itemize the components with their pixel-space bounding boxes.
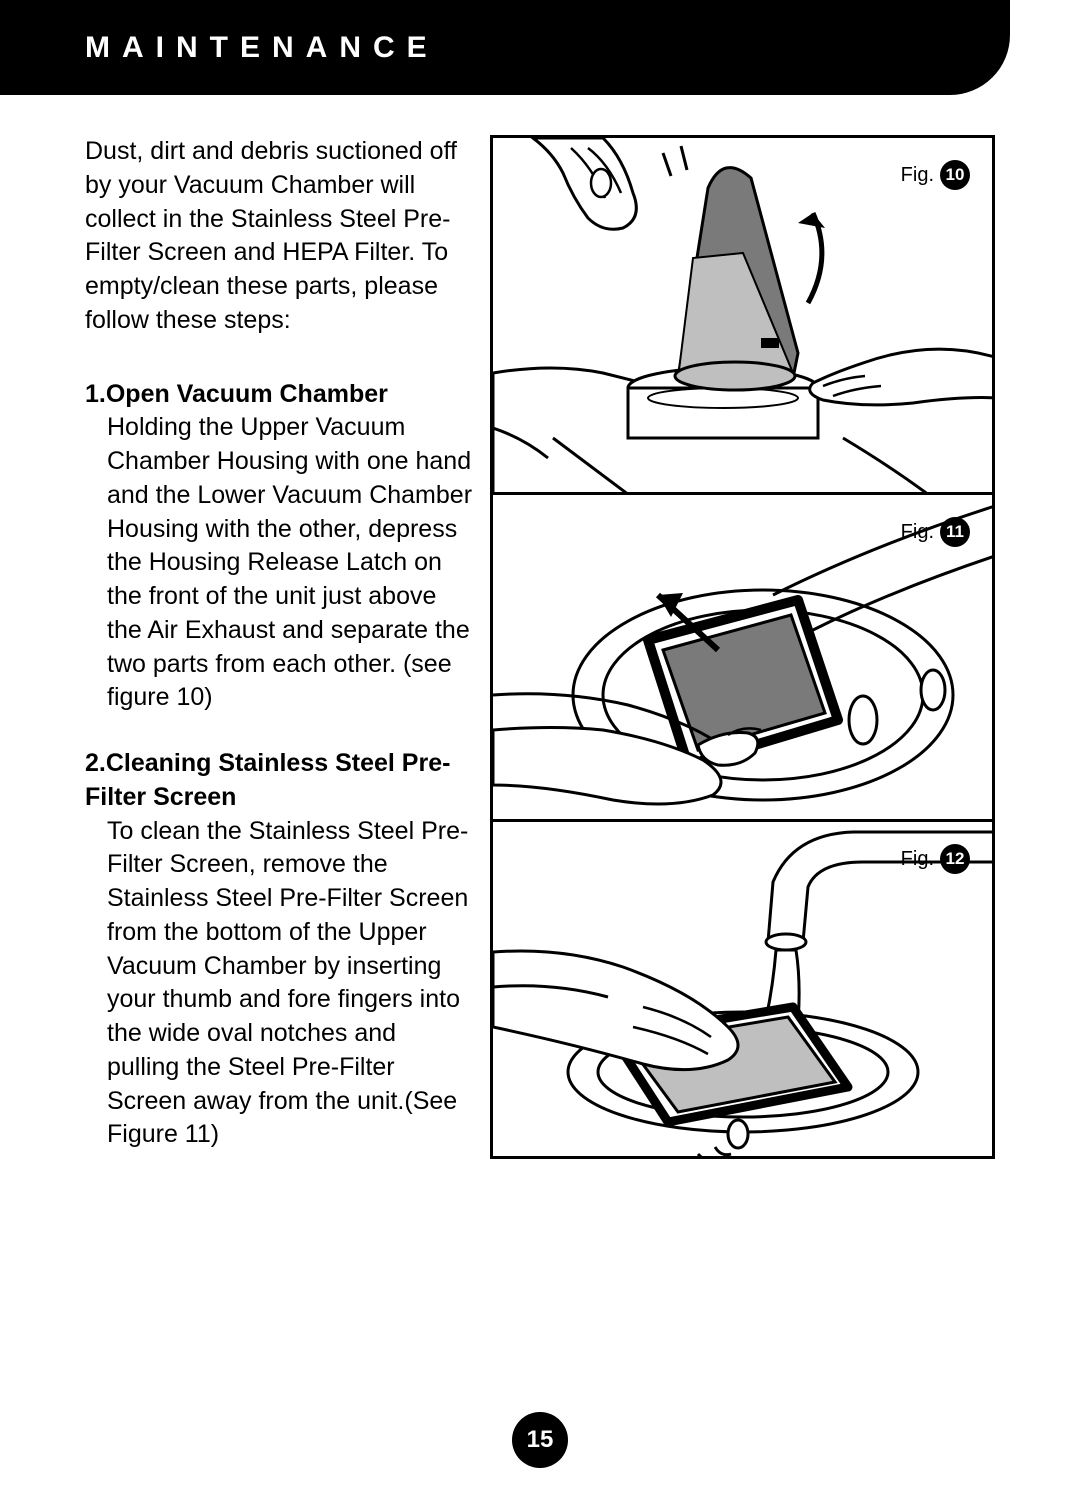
figure-10: Fig. 10 bbox=[490, 135, 995, 495]
text-column: Dust, dirt and debris suctioned off by y… bbox=[85, 135, 475, 1184]
figure-number-badge: 11 bbox=[940, 517, 970, 547]
figure-10-label: Fig. 10 bbox=[901, 160, 970, 190]
figure-number-badge: 10 bbox=[940, 160, 970, 190]
figure-column: Fig. 10 bbox=[490, 135, 995, 1159]
step-1-body: Holding the Upper Vacuum Chamber Housing… bbox=[85, 411, 475, 715]
step-2-title: 2.Cleaning Stainless Steel Pre-Filter Sc… bbox=[85, 747, 475, 815]
figure-label-prefix: Fig. bbox=[901, 164, 934, 187]
figure-number-badge: 12 bbox=[940, 844, 970, 874]
page-number-badge: 15 bbox=[512, 1412, 568, 1468]
figure-11: Fig. 11 bbox=[490, 492, 995, 822]
figure-12-label: Fig. 12 bbox=[901, 844, 970, 874]
header-title: MAINTENANCE bbox=[85, 31, 439, 65]
figure-10-illustration bbox=[493, 138, 995, 495]
figure-12: Fig. 12 bbox=[490, 819, 995, 1159]
step-2: 2.Cleaning Stainless Steel Pre-Filter Sc… bbox=[85, 747, 475, 1152]
intro-paragraph: Dust, dirt and debris suctioned off by y… bbox=[85, 135, 475, 338]
figure-label-prefix: Fig. bbox=[901, 521, 934, 544]
step-1-title: 1.Open Vacuum Chamber bbox=[85, 378, 475, 412]
step-1: 1.Open Vacuum Chamber Holding the Upper … bbox=[85, 378, 475, 716]
header-bar: MAINTENANCE bbox=[0, 0, 1010, 95]
figure-11-label: Fig. 11 bbox=[901, 517, 970, 547]
step-2-body: To clean the Stainless Steel Pre-Filter … bbox=[85, 815, 475, 1153]
figure-label-prefix: Fig. bbox=[901, 848, 934, 871]
